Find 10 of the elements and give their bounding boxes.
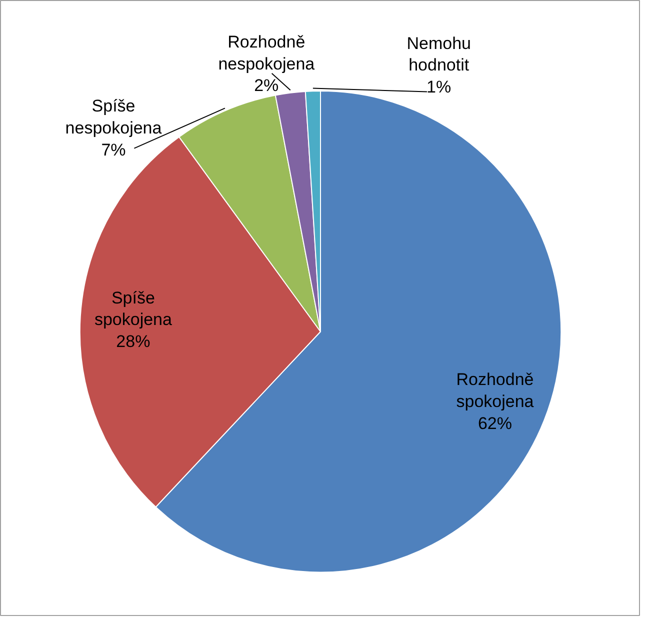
slice-label: Spíše nespokojena [65,96,162,138]
slice-label: Spíše spokojena [94,288,172,330]
data-label: 62% [478,414,512,433]
data-label: 2% [254,76,279,96]
slice-label: Rozhodně spokojena [456,370,534,412]
slice-label: Rozhodně nespokojena [218,32,316,74]
data-label: 28% [116,332,150,352]
slice-label: Nemohu hodnotit [406,34,471,75]
data-label: 7% [101,140,126,160]
data-label: 1% [426,77,452,96]
